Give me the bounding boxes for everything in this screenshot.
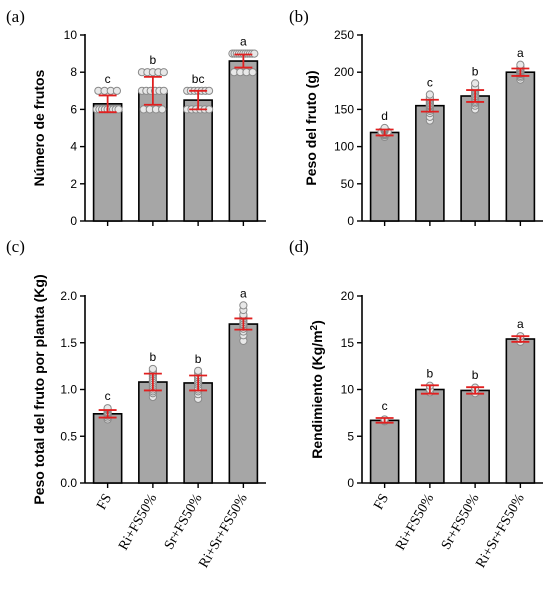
panel-letter: (a) (6, 7, 25, 26)
significance-letter: a (240, 35, 247, 49)
y-tick-label: 0 (70, 214, 77, 228)
chart-panel-4: (d) Rendimiento (Kg/m2) 0 5 10 15 20 c FS b Ri+FS5… (289, 237, 543, 571)
data-point (148, 364, 157, 374)
data-point (112, 86, 122, 95)
y-tick-label: 2 (70, 177, 77, 191)
panel-letter: (d) (289, 237, 309, 256)
chart-panel-1: (a) Número de frutos 0 2 4 6 8 10 c b bc a (6, 7, 266, 228)
y-tick-label: 1.5 (60, 336, 77, 350)
bar-4 (228, 323, 259, 484)
y-tick-label: 0 (347, 476, 354, 490)
bar-2 (415, 388, 445, 484)
y-axis-label: Peso del fruto (g) (303, 70, 319, 185)
significance-letter: b (195, 352, 202, 366)
y-tick-label: 0.5 (60, 429, 77, 443)
category-label: FS (371, 492, 392, 513)
y-tick-label: 0.0 (60, 476, 77, 490)
y-axis-label: Rendimiento (Kg/m2) (309, 320, 326, 459)
y-tick-label: 2.0 (60, 289, 77, 303)
y-tick-label: 0 (347, 214, 354, 228)
significance-letter: a (517, 317, 524, 331)
y-tick-label: 4 (70, 140, 77, 154)
y-tick-label: 10 (341, 383, 355, 397)
bar-4 (228, 60, 259, 222)
data-point (194, 366, 203, 375)
data-point (114, 105, 123, 114)
bar-1 (369, 131, 400, 222)
y-tick-label: 15 (341, 336, 355, 350)
data-point (158, 105, 167, 114)
bar-1 (92, 103, 123, 222)
category-label: Ri+Sr+FS50% (196, 491, 251, 570)
y-tick-label: 10 (64, 28, 78, 42)
bar-1 (369, 419, 400, 484)
bar-4 (505, 338, 536, 484)
significance-letter: c (105, 72, 111, 86)
significance-letter: b (472, 368, 479, 382)
data-point (250, 49, 259, 58)
category-label: FS (94, 492, 115, 513)
chart-panel-3: (c) Peso total del fruto por planta (Kg) 0… (6, 237, 266, 571)
category-label: Ri+FS50% (393, 491, 437, 553)
significance-letter: a (517, 46, 524, 60)
data-point (425, 90, 434, 99)
significance-letter: c (427, 76, 433, 90)
y-tick-label: 100 (334, 140, 354, 154)
significance-letter: a (240, 286, 247, 300)
category-label: Sr+FS50% (162, 491, 206, 552)
panel-letter: (c) (6, 237, 25, 256)
chart-panel-2: (b) Peso del fruto (g) 0 50 100 150 200 250 d c b a (289, 7, 543, 228)
bar-1 (92, 413, 123, 484)
y-tick-label: 150 (334, 102, 354, 116)
y-tick-label: 5 (347, 429, 354, 443)
y-tick-label: 1.0 (60, 383, 77, 397)
data-point (159, 68, 168, 77)
y-axis-label: Número de frutos (31, 69, 47, 186)
significance-letter: b (150, 53, 157, 67)
significance-letter: b (472, 64, 479, 78)
category-label: Ri+Sr+FS50% (473, 491, 528, 570)
panel-letter: (b) (289, 7, 309, 26)
significance-letter: d (381, 109, 388, 123)
significance-letter: b (427, 366, 434, 380)
data-point (516, 60, 525, 69)
data-point (159, 86, 168, 95)
y-tick-label: 250 (334, 28, 354, 42)
category-label: Sr+FS50% (439, 491, 483, 552)
y-tick-label: 50 (341, 177, 355, 191)
bar-2 (415, 104, 445, 222)
significance-letter: c (382, 399, 388, 413)
bar-4 (505, 71, 536, 222)
significance-letter: bc (192, 72, 205, 86)
y-tick-label: 6 (70, 102, 77, 116)
y-tick-label: 20 (341, 289, 355, 303)
data-point (239, 301, 248, 310)
bar-3 (183, 99, 213, 222)
bar-3 (460, 95, 490, 222)
y-tick-label: 8 (70, 65, 77, 79)
y-tick-label: 200 (334, 65, 354, 79)
bar-3 (460, 389, 490, 484)
y-axis-label: Peso total del fruto por planta (Kg) (31, 274, 47, 504)
significance-letter: b (150, 350, 157, 364)
significance-letter: c (105, 389, 111, 403)
category-label: Ri+FS50% (116, 491, 160, 553)
data-point (471, 79, 480, 88)
data-point (248, 68, 257, 77)
